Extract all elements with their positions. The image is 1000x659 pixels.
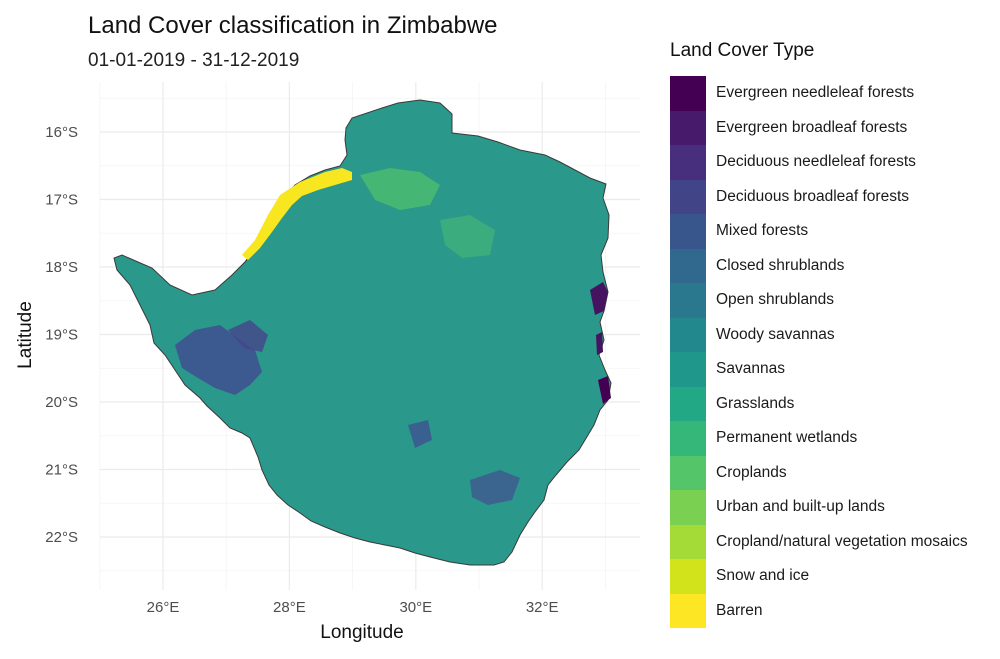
legend-swatch <box>670 76 706 111</box>
legend-label: Woody savannas <box>716 325 835 343</box>
legend-swatch <box>670 490 706 525</box>
legend-item: Deciduous broadleaf forests <box>670 179 968 214</box>
legend: Land Cover Type Evergreen needleleaf for… <box>670 40 968 628</box>
legend-swatch <box>670 110 706 145</box>
legend-item: Permanent wetlands <box>670 421 968 456</box>
legend-swatch <box>670 559 706 594</box>
legend-item: Evergreen broadleaf forests <box>670 110 968 145</box>
legend-item: Snow and ice <box>670 559 968 594</box>
legend-swatch <box>670 421 706 456</box>
y-tick-label: 18°S <box>45 259 78 276</box>
legend-label: Barren <box>716 601 763 619</box>
legend-item: Deciduous needleleaf forests <box>670 145 968 180</box>
y-tick-label: 21°S <box>45 462 78 479</box>
map-title: Land Cover classification in Zimbabwe <box>88 12 498 39</box>
legend-item: Savannas <box>670 352 968 387</box>
y-axis-ticks: 16°S 17°S 18°S 19°S 20°S 21°S 22°S <box>45 124 78 546</box>
x-tick-label: 28°E <box>273 599 306 616</box>
evergreen-patch-east-2 <box>596 332 603 355</box>
legend-swatch <box>670 145 706 180</box>
legend-label: Cropland/natural vegetation mosaics <box>716 532 968 550</box>
legend-item: Croplands <box>670 455 968 490</box>
legend-swatch <box>670 455 706 490</box>
x-tick-label: 26°E <box>147 599 180 616</box>
legend-item: Woody savannas <box>670 317 968 352</box>
legend-label: Mixed forests <box>716 222 809 240</box>
legend-label: Grasslands <box>716 394 795 412</box>
x-axis-ticks: 26°E 28°E 30°E 32°E <box>147 599 559 616</box>
legend-item: Evergreen needleleaf forests <box>670 76 968 111</box>
legend-item: Cropland/natural vegetation mosaics <box>670 524 968 559</box>
legend-label: Deciduous needleleaf forests <box>716 153 916 171</box>
legend-label: Permanent wetlands <box>716 429 858 447</box>
legend-item: Closed shrublands <box>670 248 968 283</box>
x-axis-title: Longitude <box>320 622 403 643</box>
legend-swatch <box>670 386 706 421</box>
legend-swatch <box>670 214 706 249</box>
x-tick-label: 30°E <box>399 599 432 616</box>
map-subtitle: 01-01-2019 - 31-12-2019 <box>88 50 300 71</box>
legend-label: Snow and ice <box>716 567 810 585</box>
y-tick-label: 20°S <box>45 394 78 411</box>
legend-item: Open shrublands <box>670 283 968 318</box>
y-tick-label: 19°S <box>45 327 78 344</box>
legend-rows: Evergreen needleleaf forests Evergreen br… <box>670 76 968 628</box>
legend-item: Grasslands <box>670 386 968 421</box>
legend-label: Urban and built-up lands <box>716 498 885 516</box>
legend-swatch <box>670 352 706 387</box>
evergreen-patch-east-1 <box>590 282 608 315</box>
legend-swatch <box>670 593 706 628</box>
legend-label: Savannas <box>716 360 785 378</box>
cropland-patch-north <box>360 168 440 210</box>
legend-item: Mixed forests <box>670 214 968 249</box>
map-plot: 26°E 28°E 30°E 32°E 16°S 17°S 18°S 19°S 20°S 21°… <box>15 82 640 643</box>
shrubland-patch-south <box>470 470 520 505</box>
legend-swatch <box>670 317 706 352</box>
x-tick-label: 32°E <box>526 599 559 616</box>
legend-label: Deciduous broadleaf forests <box>716 187 910 205</box>
evergreen-patch-east-3 <box>598 376 611 404</box>
y-tick-label: 17°S <box>45 192 78 209</box>
legend-swatch <box>670 524 706 559</box>
y-axis-title: Latitude <box>15 301 36 369</box>
legend-label: Croplands <box>716 463 787 481</box>
zimbabwe-landmass <box>113 99 612 566</box>
legend-item: Barren <box>670 593 968 628</box>
shrubland-patch-south-2 <box>408 420 432 448</box>
y-tick-label: 16°S <box>45 124 78 141</box>
legend-swatch <box>670 248 706 283</box>
legend-label: Evergreen broadleaf forests <box>716 118 908 136</box>
legend-label: Closed shrublands <box>716 256 845 274</box>
legend-swatch <box>670 283 706 318</box>
barren-strip-kariba <box>242 168 352 260</box>
legend-title: Land Cover Type <box>670 40 815 61</box>
legend-label: Open shrublands <box>716 291 835 309</box>
legend-swatch <box>670 179 706 214</box>
forest-patch-west-2 <box>228 320 268 352</box>
y-tick-label: 22°S <box>45 529 78 546</box>
legend-item: Urban and built-up lands <box>670 490 968 525</box>
legend-label: Evergreen needleleaf forests <box>716 84 915 102</box>
cropland-patch-north-2 <box>440 215 495 258</box>
